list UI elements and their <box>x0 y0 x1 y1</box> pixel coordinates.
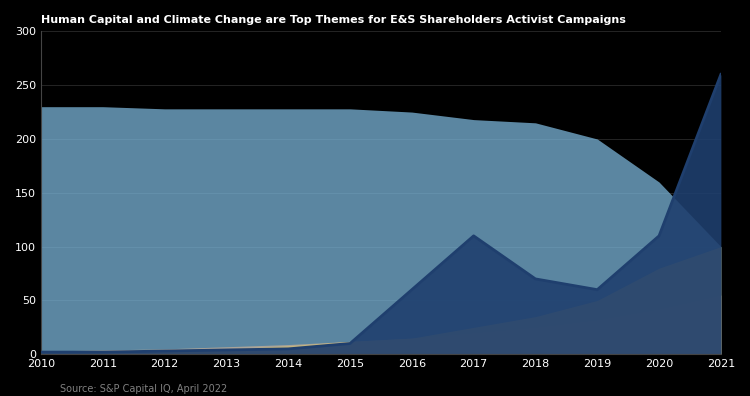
Text: Source: S&P Capital IQ, April 2022: Source: S&P Capital IQ, April 2022 <box>60 384 227 394</box>
Text: Human Capital and Climate Change are Top Themes for E&S Shareholders Activist Ca: Human Capital and Climate Change are Top… <box>41 15 625 25</box>
